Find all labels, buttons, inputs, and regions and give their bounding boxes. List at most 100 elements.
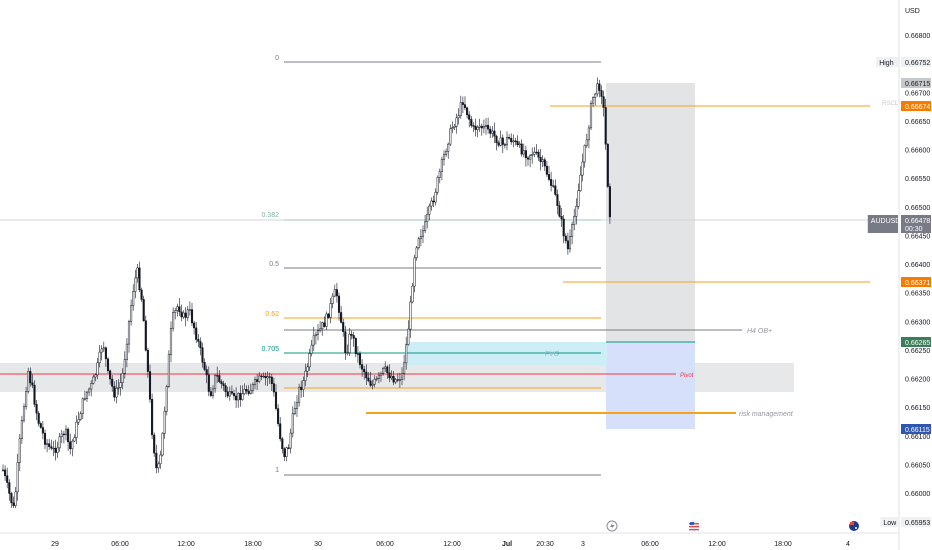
price-tick-label: 0.66800 xyxy=(905,33,930,40)
candle-body xyxy=(356,353,359,355)
candle-body xyxy=(390,376,393,379)
candle-body xyxy=(167,354,170,387)
candle-body xyxy=(566,240,569,250)
candle-body xyxy=(411,285,414,303)
candle-body xyxy=(119,382,122,388)
candle-body xyxy=(398,379,401,381)
candle-body xyxy=(56,447,59,453)
candle-body xyxy=(48,443,51,447)
time-axis[interactable]: 29 06:00 12:00 18:00 30 06:00 12:00 Jul 20:30 3 06… xyxy=(0,532,899,548)
candle-body xyxy=(445,151,448,155)
candle-body xyxy=(216,375,219,377)
candle-body xyxy=(489,128,492,134)
candle-body xyxy=(537,151,540,158)
candle-body xyxy=(524,150,527,159)
time-tick-label: 18:00 xyxy=(244,541,262,548)
candle-body xyxy=(52,447,55,450)
candle-body xyxy=(400,373,404,380)
price-tick-label: 0.66500 xyxy=(905,205,930,212)
price-label-box xyxy=(901,101,931,111)
price-tick-label: 0.66400 xyxy=(905,262,930,269)
candle-body xyxy=(190,309,194,324)
candle-body xyxy=(20,420,23,439)
candle-body xyxy=(249,389,252,394)
candle-body xyxy=(178,306,181,313)
candle-body xyxy=(407,328,410,345)
price-label-value: 0.66371 xyxy=(905,280,930,287)
candle-body xyxy=(262,375,265,378)
candle-body xyxy=(67,428,70,443)
candle-body xyxy=(228,391,231,397)
candle-body xyxy=(54,447,57,453)
candle-body xyxy=(386,366,389,374)
candle-body xyxy=(438,171,441,178)
candle-body xyxy=(413,257,416,287)
candle-body xyxy=(323,322,326,327)
candle-body xyxy=(224,385,227,392)
candle-body xyxy=(579,174,582,191)
candle-body xyxy=(585,139,588,146)
candle-body xyxy=(37,412,40,424)
candle-body xyxy=(333,289,336,297)
candle-body xyxy=(214,375,217,390)
candle-body xyxy=(493,130,496,137)
candle-body xyxy=(81,398,84,414)
fibonacci-retracement[interactable]: 0 0.382 0.5 0.62 0.705 1 xyxy=(261,55,601,476)
candle-body xyxy=(155,452,158,469)
candle-body xyxy=(144,320,147,351)
price-tick-label: 0.66050 xyxy=(905,462,930,469)
candle-body xyxy=(346,352,349,354)
candle-body xyxy=(375,378,378,380)
candle-body xyxy=(77,419,80,423)
candle-body xyxy=(543,159,546,167)
candle-body xyxy=(85,391,89,399)
candle-body xyxy=(256,379,259,382)
price-tick-label: 0.66000 xyxy=(905,491,930,498)
candle-body xyxy=(71,440,74,450)
currency-label: USD xyxy=(905,8,920,15)
candle-body xyxy=(394,379,397,383)
candle-body xyxy=(348,334,351,353)
candle-body xyxy=(121,373,124,383)
candle-body xyxy=(535,151,538,154)
price-label-tag xyxy=(867,215,898,233)
candle-body xyxy=(377,374,380,379)
candle-body xyxy=(428,205,431,215)
candle-body xyxy=(562,218,565,237)
candle-body xyxy=(230,391,233,394)
candle-body xyxy=(518,143,521,146)
candle-body xyxy=(352,335,355,339)
candle-body xyxy=(484,124,488,127)
candle-body xyxy=(365,371,368,379)
candle-body xyxy=(461,102,464,105)
candle-body xyxy=(207,374,210,392)
candle-body xyxy=(520,143,523,155)
candle-body xyxy=(195,327,198,340)
candle-body xyxy=(598,83,601,91)
candle-body xyxy=(453,125,456,128)
candle-body xyxy=(123,359,126,374)
candle-body xyxy=(583,145,586,163)
time-tick-label: 12:00 xyxy=(443,541,461,548)
candle-body xyxy=(111,378,114,387)
candle-body xyxy=(83,398,86,400)
candle-body xyxy=(130,305,133,322)
candle-body xyxy=(361,364,364,370)
candle-body xyxy=(564,235,567,242)
candle-body xyxy=(379,373,383,376)
candle-body xyxy=(27,371,30,392)
time-tick-label: 06:00 xyxy=(111,541,129,548)
candle-body xyxy=(258,375,261,382)
economic-event-icon[interactable] xyxy=(606,520,618,532)
price-tick-label: 0.66250 xyxy=(905,348,930,355)
au-flag-icon[interactable] xyxy=(849,521,859,531)
us-flag-icon[interactable] xyxy=(689,521,699,531)
time-tick-label: 06:00 xyxy=(376,541,394,548)
candle-body xyxy=(533,151,536,155)
candle-body xyxy=(102,347,105,350)
candle-body xyxy=(474,125,477,130)
candle-body xyxy=(226,391,229,397)
candle-body xyxy=(547,174,551,180)
candle-body xyxy=(4,469,7,477)
